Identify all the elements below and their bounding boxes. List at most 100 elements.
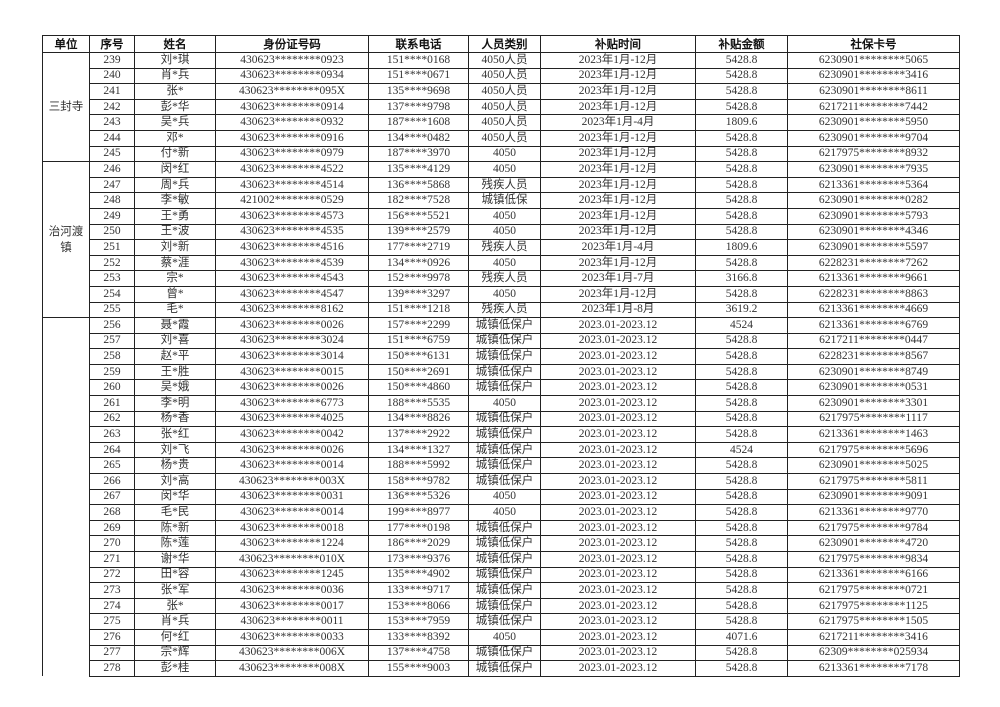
category-cell: 4050 xyxy=(468,145,541,163)
id-number-cell: 430623********4573 xyxy=(215,207,369,225)
phone-cell: 134****1327 xyxy=(368,441,469,459)
period-cell: 2023.01-2023.12 xyxy=(540,613,696,630)
phone-cell: 136****5326 xyxy=(368,488,469,506)
amount-cell: 5428.8 xyxy=(695,535,788,552)
table-row: 268 毛*民 430623********0014 199****8977 4050 2… xyxy=(43,504,960,521)
amount-cell: 4524 xyxy=(695,317,788,334)
name-cell: 毛* xyxy=(134,301,216,319)
category-cell: 城镇低保 xyxy=(468,192,541,209)
category-cell: 4050 xyxy=(468,207,541,225)
category-cell: 城镇低保户 xyxy=(468,551,541,568)
phone-cell: 137****9798 xyxy=(368,98,469,116)
period-cell: 2023年1月-12月 xyxy=(540,129,696,147)
category-cell: 4050人员 xyxy=(468,129,541,147)
amount-cell: 5428.8 xyxy=(695,332,788,350)
phone-cell: 150****6131 xyxy=(368,348,469,365)
id-number-cell: 430623********0979 xyxy=(215,145,369,163)
name-cell: 刘*琪 xyxy=(134,52,216,69)
phone-cell: 133****9717 xyxy=(368,582,469,599)
amount-cell: 5428.8 xyxy=(695,192,788,209)
period-cell: 2023年1月-8月 xyxy=(540,301,696,319)
period-cell: 2023年1月-4月 xyxy=(540,239,696,256)
phone-cell: 153****8066 xyxy=(368,597,469,615)
serial-cell: 251 xyxy=(89,239,135,256)
category-cell: 城镇低保户 xyxy=(468,426,541,443)
name-cell: 付*新 xyxy=(134,145,216,163)
table-row: 252 蔡*涯 430623********4539 134****0926 4050 2… xyxy=(43,254,960,272)
period-cell: 2023.01-2023.12 xyxy=(540,488,696,506)
unit-cell: 治河渡镇 xyxy=(42,161,90,319)
name-cell: 宗*辉 xyxy=(134,644,216,662)
card-number-cell: 6217975********1117 xyxy=(787,410,960,428)
category-cell: 残疾人员 xyxy=(468,176,541,194)
period-cell: 2023.01-2023.12 xyxy=(540,379,696,397)
phone-cell: 151****0168 xyxy=(368,52,469,69)
period-cell: 2023年1月-12月 xyxy=(540,98,696,116)
name-cell: 吴*娥 xyxy=(134,379,216,397)
serial-cell: 245 xyxy=(89,145,135,163)
serial-cell: 261 xyxy=(89,395,135,412)
id-number-cell: 421002********0529 xyxy=(215,192,369,209)
category-cell: 城镇低保户 xyxy=(468,457,541,475)
period-cell: 2023.01-2023.12 xyxy=(540,582,696,599)
category-cell: 城镇低保户 xyxy=(468,410,541,428)
amount-cell: 5428.8 xyxy=(695,285,788,303)
period-cell: 2023.01-2023.12 xyxy=(540,441,696,459)
header-period: 补贴时间 xyxy=(540,35,696,53)
serial-cell: 241 xyxy=(89,83,135,100)
category-cell: 4050人员 xyxy=(468,67,541,85)
period-cell: 2023.01-2023.12 xyxy=(540,363,696,381)
id-number-cell: 430623********0036 xyxy=(215,582,369,599)
category-cell: 城镇低保户 xyxy=(468,519,541,537)
serial-cell: 275 xyxy=(89,613,135,630)
period-cell: 2023年1月-12月 xyxy=(540,67,696,85)
card-number-cell: 6230901********3301 xyxy=(787,395,960,412)
amount-cell: 5428.8 xyxy=(695,98,788,116)
card-number-cell: 6217975********1505 xyxy=(787,613,960,630)
id-number-cell: 430623********4516 xyxy=(215,239,369,256)
id-number-cell: 430623********0011 xyxy=(215,613,369,630)
card-number-cell: 6217211********0447 xyxy=(787,332,960,350)
table-row: 278 彭*桂 430623********008X 155****9003 城镇低保户… xyxy=(43,660,960,677)
table-row: 262 杨*香 430623********4025 134****8826 城镇低保户… xyxy=(43,410,960,428)
table-row: 264 刘*飞 430623********0026 134****1327 城镇低保户… xyxy=(43,441,960,459)
period-cell: 2023.01-2023.12 xyxy=(540,317,696,334)
serial-cell: 246 xyxy=(89,161,135,178)
name-cell: 谢*华 xyxy=(134,551,216,568)
card-number-cell: 6213361********6769 xyxy=(787,317,960,334)
name-cell: 张*红 xyxy=(134,426,216,443)
period-cell: 2023.01-2023.12 xyxy=(540,660,696,677)
card-number-cell: 6230901********8749 xyxy=(787,363,960,381)
id-number-cell: 430623********0015 xyxy=(215,363,369,381)
serial-cell: 272 xyxy=(89,566,135,584)
phone-cell: 157****2299 xyxy=(368,317,469,334)
table-row: 263 张*红 430623********0042 137****2922 城镇低保户… xyxy=(43,426,960,443)
phone-cell: 133****8392 xyxy=(368,628,469,646)
phone-cell: 135****4902 xyxy=(368,566,469,584)
name-cell: 李*敏 xyxy=(134,192,216,209)
phone-cell: 134****8826 xyxy=(368,410,469,428)
period-cell: 2023.01-2023.12 xyxy=(540,551,696,568)
name-cell: 陈*新 xyxy=(134,519,216,537)
amount-cell: 5428.8 xyxy=(695,597,788,615)
period-cell: 2023.01-2023.12 xyxy=(540,566,696,584)
id-number-cell: 430623********008X xyxy=(215,660,369,677)
table-row: 272 田*容 430623********1245 135****4902 城镇低保户… xyxy=(43,566,960,584)
card-number-cell: 6217975********1125 xyxy=(787,597,960,615)
table-row: 277 宗*辉 430623********006X 137****4758 城镇低保户… xyxy=(43,644,960,662)
serial-cell: 262 xyxy=(89,410,135,428)
serial-cell: 264 xyxy=(89,441,135,459)
id-number-cell: 430623********0914 xyxy=(215,98,369,116)
period-cell: 2023年1月-12月 xyxy=(540,161,696,178)
category-cell: 4050 xyxy=(468,285,541,303)
id-number-cell: 430623********4547 xyxy=(215,285,369,303)
serial-cell: 267 xyxy=(89,488,135,506)
period-cell: 2023年1月-12月 xyxy=(540,176,696,194)
id-number-cell: 430623********0033 xyxy=(215,628,369,646)
period-cell: 2023.01-2023.12 xyxy=(540,535,696,552)
period-cell: 2023.01-2023.12 xyxy=(540,473,696,490)
category-cell: 城镇低保户 xyxy=(468,317,541,334)
amount-cell: 1809.6 xyxy=(695,114,788,131)
table-row: 256 聂*霞 430623********0026 157****2299 城镇低保户… xyxy=(42,317,960,677)
id-number-cell: 430623********0031 xyxy=(215,488,369,506)
